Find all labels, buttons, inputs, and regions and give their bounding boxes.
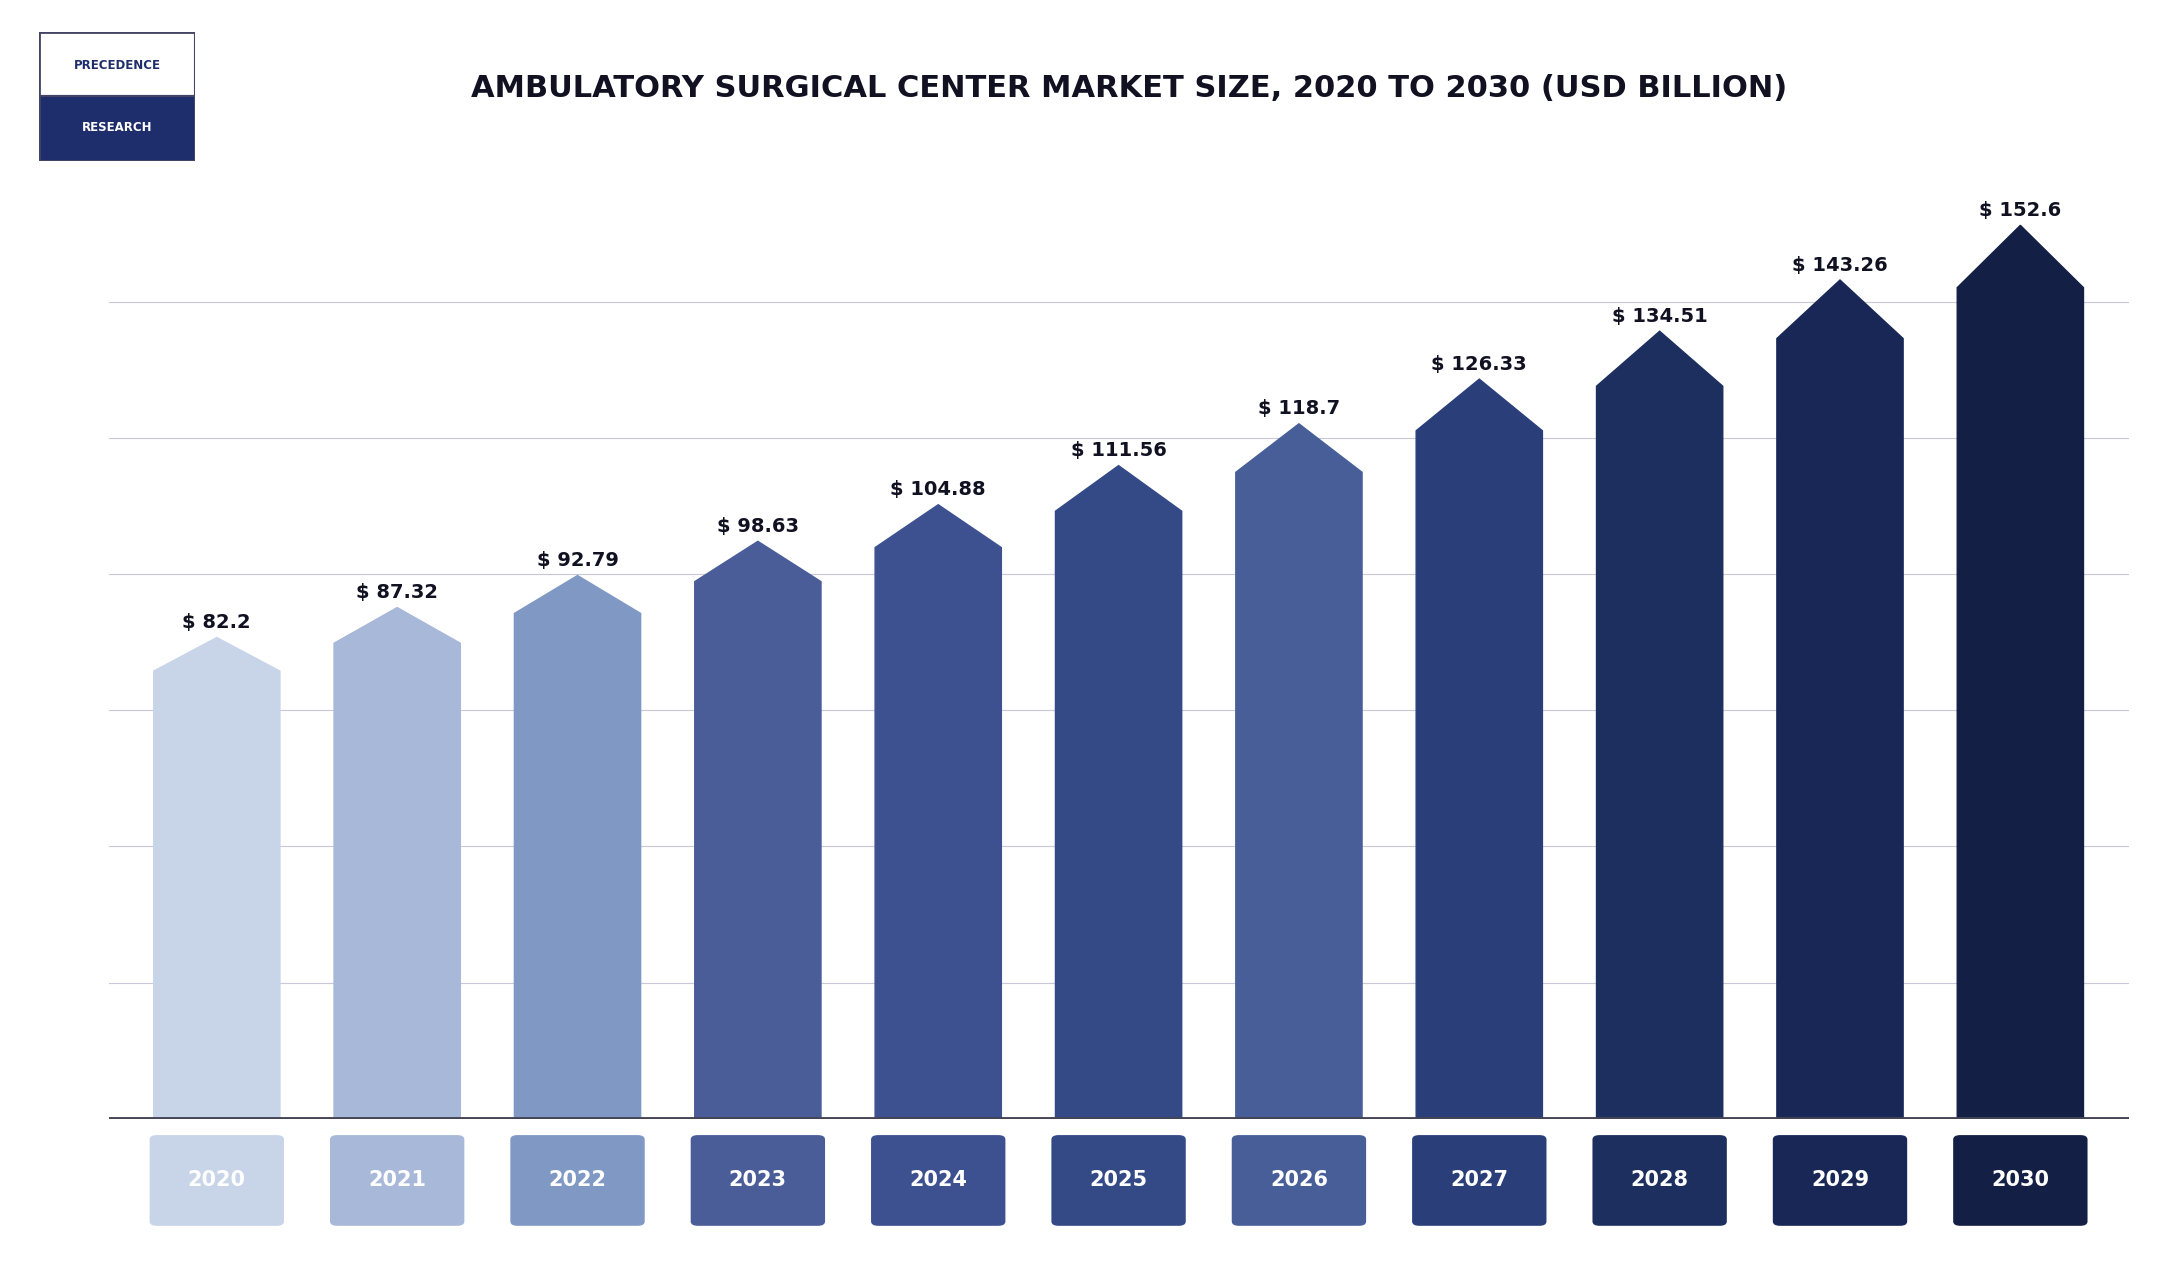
Text: PRECEDENCE: PRECEDENCE [74, 59, 161, 72]
Text: $ 118.7: $ 118.7 [1258, 400, 1340, 418]
Text: $ 111.56: $ 111.56 [1071, 441, 1166, 460]
Text: 2021: 2021 [369, 1170, 426, 1191]
FancyBboxPatch shape [871, 1136, 1006, 1226]
FancyBboxPatch shape [1051, 1136, 1186, 1226]
Text: $ 143.26: $ 143.26 [1792, 256, 1887, 275]
Text: 2022: 2022 [550, 1170, 606, 1191]
FancyBboxPatch shape [510, 1136, 645, 1226]
Text: 2020: 2020 [187, 1170, 245, 1191]
Text: 2027: 2027 [1451, 1170, 1507, 1191]
Text: 2024: 2024 [910, 1170, 967, 1191]
Text: AMBULATORY SURGICAL CENTER MARKET SIZE, 2020 TO 2030 (USD BILLION): AMBULATORY SURGICAL CENTER MARKET SIZE, … [471, 73, 1788, 103]
Text: $ 87.32: $ 87.32 [356, 583, 439, 602]
FancyBboxPatch shape [1592, 1136, 1727, 1226]
Text: 2023: 2023 [730, 1170, 786, 1191]
Polygon shape [154, 638, 280, 1119]
Polygon shape [1416, 379, 1542, 1119]
Polygon shape [515, 576, 641, 1119]
FancyBboxPatch shape [330, 1136, 465, 1226]
Polygon shape [1596, 332, 1722, 1119]
Text: 2030: 2030 [1992, 1170, 2050, 1191]
Polygon shape [1777, 280, 1903, 1119]
Text: $ 134.51: $ 134.51 [1612, 307, 1707, 325]
Text: 2028: 2028 [1631, 1170, 1688, 1191]
FancyBboxPatch shape [691, 1136, 825, 1226]
Text: $ 104.88: $ 104.88 [891, 480, 986, 499]
Bar [39, 32, 195, 96]
FancyBboxPatch shape [150, 1136, 285, 1226]
Text: $ 152.6: $ 152.6 [1979, 201, 2061, 220]
Polygon shape [1056, 466, 1182, 1119]
FancyBboxPatch shape [1772, 1136, 1907, 1226]
Text: 2025: 2025 [1090, 1170, 1147, 1191]
Polygon shape [875, 504, 1001, 1119]
Text: $ 82.2: $ 82.2 [182, 613, 252, 633]
FancyBboxPatch shape [1232, 1136, 1366, 1226]
Polygon shape [1236, 424, 1362, 1119]
FancyBboxPatch shape [1953, 1136, 2087, 1226]
Polygon shape [334, 607, 460, 1119]
Polygon shape [695, 541, 821, 1119]
Polygon shape [1957, 225, 2083, 1119]
Text: 2026: 2026 [1271, 1170, 1327, 1191]
Bar [39, 96, 195, 161]
Text: $ 98.63: $ 98.63 [717, 517, 799, 536]
Text: $ 92.79: $ 92.79 [536, 552, 619, 570]
Text: RESEARCH: RESEARCH [83, 121, 152, 134]
Text: 2029: 2029 [1811, 1170, 1870, 1191]
FancyBboxPatch shape [1412, 1136, 1546, 1226]
Text: $ 126.33: $ 126.33 [1431, 355, 1527, 374]
